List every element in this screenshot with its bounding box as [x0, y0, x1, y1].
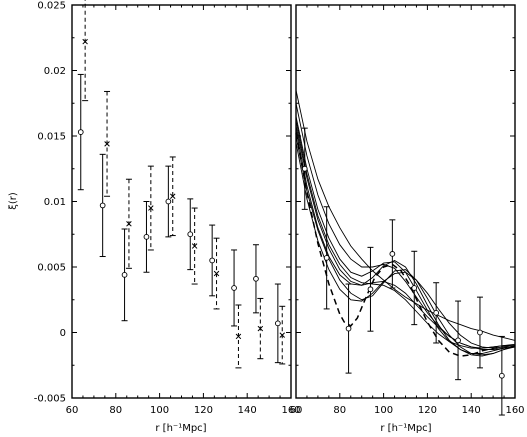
data-point [477, 329, 483, 336]
left-x-tick-label: 120 [194, 405, 213, 416]
cross-point [213, 270, 220, 277]
model-curve-dashed [295, 133, 515, 357]
data-point [499, 372, 505, 379]
right-x-tick-label: 100 [374, 405, 393, 416]
data-point [301, 165, 308, 172]
data-point [455, 337, 461, 344]
right-x-tick-label: 160 [505, 405, 524, 416]
left-plot-frame [71, 4, 292, 399]
circle-point [77, 129, 84, 135]
left-x-axis-label: r [h⁻¹Mpc] [155, 423, 206, 434]
left-x-tick-label: 160 [281, 405, 300, 416]
right-plot-frame [295, 4, 516, 399]
y-tick-label: 0.025 [37, 1, 66, 12]
left-panel: 60 80 100 120 140 160 -0.005 0 0.005 0.01 0.015 0.0… [34, 0, 301, 416]
cross-point [148, 205, 154, 211]
circle-point [231, 285, 237, 291]
left-x-tick-label: 60 [66, 405, 79, 416]
right-x-axis-label: r [h⁻¹Mpc] [380, 423, 431, 434]
model-curve [295, 125, 516, 357]
right-panel: 60 80 100 120 140 160 [290, 4, 525, 416]
cross-point [279, 332, 285, 338]
cross-point [126, 221, 132, 227]
data-point [367, 286, 374, 293]
left-x-tick-label: 80 [109, 405, 122, 416]
y-tick-label: 0.015 [37, 132, 66, 143]
circle-point [187, 231, 194, 238]
cross-point [235, 333, 242, 340]
data-point [345, 325, 352, 332]
cross-point [82, 38, 88, 45]
left-x-tick-label: 100 [150, 405, 169, 416]
model-curve [295, 142, 516, 349]
model-curve [295, 116, 516, 354]
cross-point [169, 193, 176, 200]
data-point [389, 251, 396, 257]
cross-point [191, 243, 198, 249]
cross-point [104, 141, 110, 147]
circle-point [275, 320, 281, 327]
right-x-tick-label: 80 [333, 405, 346, 416]
left-x-tick-label: 140 [238, 405, 257, 416]
y-tick-label: 0 [60, 328, 66, 339]
circle-point [143, 234, 150, 240]
y-tick-label: -0.005 [34, 394, 66, 405]
circle-point [121, 272, 128, 278]
circle-point [99, 202, 106, 209]
data-point [411, 285, 418, 291]
circle-point [165, 198, 172, 205]
model-curve [295, 103, 515, 349]
y-tick-label: 0.02 [44, 66, 66, 77]
data-point [323, 254, 330, 261]
y-tick-label: 0.005 [37, 263, 66, 274]
circle-point [253, 275, 259, 282]
right-x-tick-label: 120 [418, 405, 437, 416]
y-tick-label: 0.01 [44, 197, 66, 208]
model-curve [295, 135, 516, 356]
right-x-tick-label: 140 [462, 405, 481, 416]
model-curve [295, 120, 516, 349]
model-curve [295, 129, 516, 350]
right-x-tick-label: 60 [290, 405, 303, 416]
model-curve [295, 90, 516, 341]
y-axis-label: ξ(r) [8, 192, 19, 210]
cross-point [257, 325, 264, 332]
circle-point [209, 257, 216, 264]
data-point [433, 310, 440, 316]
